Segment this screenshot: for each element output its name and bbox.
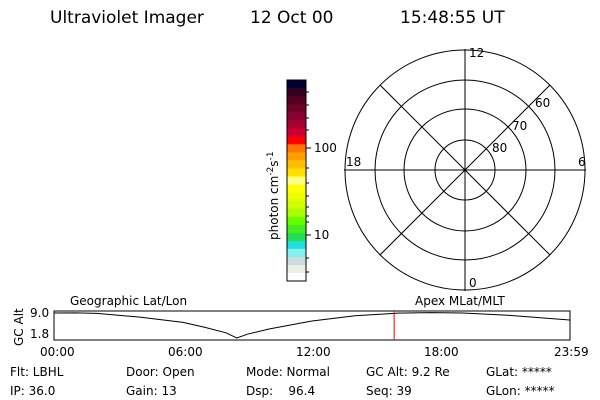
colorbar-band xyxy=(287,104,306,113)
colorbar-band xyxy=(287,256,306,266)
gcalt-status: GC Alt: 9.2 Re xyxy=(366,365,450,379)
mlt-label-12: 12 xyxy=(469,46,485,60)
dsp-status: Dsp: 96.4 xyxy=(246,384,316,398)
colorbar-band xyxy=(287,192,306,202)
colorbar-band xyxy=(287,136,306,145)
apex-label: Apex MLat/MLT xyxy=(415,294,505,308)
mode-status: Mode: Normal xyxy=(246,365,330,379)
colorbar-band xyxy=(287,232,306,242)
x-tick-18: 18:00 xyxy=(424,345,459,359)
colorbar-band xyxy=(287,224,306,234)
colorbar-band xyxy=(287,216,306,226)
colorbar-band xyxy=(287,112,306,121)
colorbar-band xyxy=(287,144,306,153)
colorbar-band xyxy=(287,240,306,250)
door-status: Door: Open xyxy=(126,365,195,379)
mlt-label-0: 0 xyxy=(469,276,477,290)
colorbar-band xyxy=(287,184,306,194)
x-tick-12: 12:00 xyxy=(296,345,331,359)
colorbar-label: photon cm-2s-1 xyxy=(266,151,281,240)
colorbar-exp1: -2 xyxy=(266,166,276,176)
x-tick-23-59: 23:59 xyxy=(554,345,589,359)
date-label: 12 Oct 00 xyxy=(250,8,334,28)
mlt-label-18: 18 xyxy=(346,155,362,169)
altitude-curve xyxy=(53,312,570,339)
colorbar-band xyxy=(287,176,306,186)
geographic-label: Geographic Lat/Lon xyxy=(70,294,188,308)
time-label: 15:48:55 UT xyxy=(400,8,505,28)
colorbar-unit: photon cm xyxy=(267,175,281,240)
colorbar-band xyxy=(287,160,306,169)
colorbar-frame xyxy=(286,79,307,282)
altitude-plot-frame xyxy=(53,310,571,341)
colorbar-band xyxy=(287,264,306,274)
mlt-label-6: 6 xyxy=(578,155,586,169)
mlt-diagonal xyxy=(379,84,551,256)
lat-label-60: 60 xyxy=(535,96,551,110)
lat-label-70: 70 xyxy=(512,119,528,133)
lat-label-80: 80 xyxy=(492,141,508,155)
colorbar-band xyxy=(287,200,306,210)
filter-status: Flt: LBHL xyxy=(10,365,64,379)
colorbar-tick-10: 10 xyxy=(314,228,330,242)
x-tick-0: 00:00 xyxy=(40,345,75,359)
colorbar-band xyxy=(287,152,306,161)
glat-status: GLat: ***** xyxy=(486,365,552,379)
colorbar-band xyxy=(287,88,306,97)
colorbar-band xyxy=(287,120,306,129)
y-axis-label: GC Alt xyxy=(12,308,26,346)
colorbar-band xyxy=(287,208,306,218)
y-tick-9: 9.0 xyxy=(30,306,50,320)
seq-status: Seq: 39 xyxy=(366,384,412,398)
y-tick-1-8: 1.8 xyxy=(30,327,50,341)
x-tick-6: 06:00 xyxy=(168,345,203,359)
colorbar-band xyxy=(287,168,306,177)
colorbar-band xyxy=(287,80,306,89)
colorbar-band xyxy=(287,272,306,282)
instrument-title: Ultraviolet Imager xyxy=(50,8,204,28)
colorbar-band xyxy=(287,96,306,105)
glon-status: GLon: ***** xyxy=(486,384,555,398)
colorbar-tick-100: 100 xyxy=(314,141,337,155)
ip-status: IP: 36.0 xyxy=(10,384,56,398)
colorbar-band xyxy=(287,248,306,258)
gain-status: Gain: 13 xyxy=(126,384,177,398)
colorbar-exp2: -1 xyxy=(266,151,276,161)
colorbar-band xyxy=(287,128,306,137)
colorbar-unit-s: s xyxy=(267,160,281,167)
